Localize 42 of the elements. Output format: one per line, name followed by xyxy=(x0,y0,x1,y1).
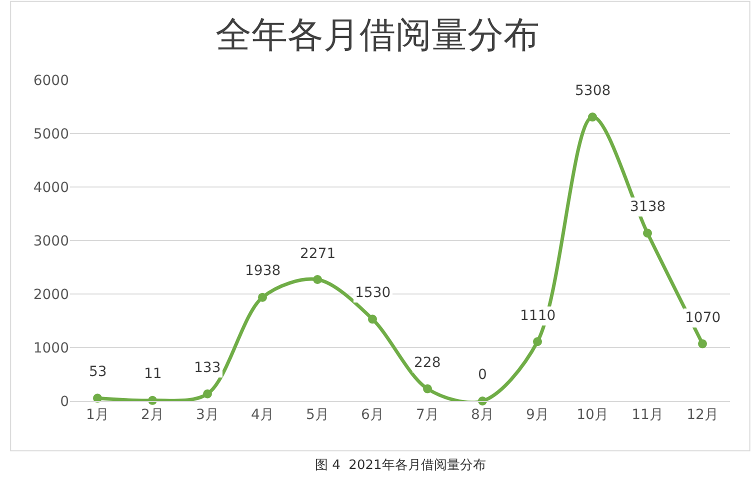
x-tick-label: 12月 xyxy=(686,406,718,423)
data-label: 53 xyxy=(89,364,107,380)
point xyxy=(368,314,377,324)
x-tick-label: 6月 xyxy=(361,406,384,423)
x-tick-label: 1月 xyxy=(86,406,109,423)
data-label: 1530 xyxy=(355,285,391,301)
x-tick-label: 7月 xyxy=(416,406,439,423)
data-label: 5308 xyxy=(575,83,611,99)
x-tick-label: 8月 xyxy=(471,406,494,423)
y-tick-label: 4000 xyxy=(33,180,69,196)
point xyxy=(698,339,707,348)
y-tick-label: 1000 xyxy=(33,340,69,356)
x-tick-label: 9月 xyxy=(526,406,549,423)
data-label: 3138 xyxy=(630,199,666,215)
point xyxy=(533,337,542,346)
y-tick-label: 2000 xyxy=(33,286,69,303)
point xyxy=(258,292,267,302)
x-tick-label: 2月 xyxy=(141,406,164,423)
x-tick-label: 10月 xyxy=(576,406,608,423)
data-label: 228 xyxy=(414,355,441,371)
y-tick-label: 6000 xyxy=(33,72,69,89)
data-label: 11 xyxy=(144,366,162,382)
chart-title: 全年各月借阅量分布 xyxy=(216,14,540,56)
point xyxy=(203,389,212,398)
point xyxy=(643,228,652,238)
x-tick-label: 5月 xyxy=(306,406,329,423)
data-label: 1938 xyxy=(245,263,281,279)
data-label: 2271 xyxy=(300,246,336,262)
point xyxy=(313,275,322,284)
point xyxy=(423,384,432,394)
x-tick-label: 11月 xyxy=(632,406,664,423)
y-tick-label: 0 xyxy=(60,394,69,410)
y-tick-label: 3000 xyxy=(33,233,69,250)
y-tick-label: 5000 xyxy=(33,126,69,142)
caption: 图 4 2021年各月借阅量分布 xyxy=(315,458,486,473)
point xyxy=(588,112,597,122)
data-label: 1110 xyxy=(520,308,556,324)
data-label: 1070 xyxy=(685,310,721,326)
data-label: 0 xyxy=(478,367,487,383)
data-label: 133 xyxy=(194,360,221,376)
x-tick-label: 3月 xyxy=(196,406,219,423)
x-tick-label: 4月 xyxy=(251,406,274,423)
